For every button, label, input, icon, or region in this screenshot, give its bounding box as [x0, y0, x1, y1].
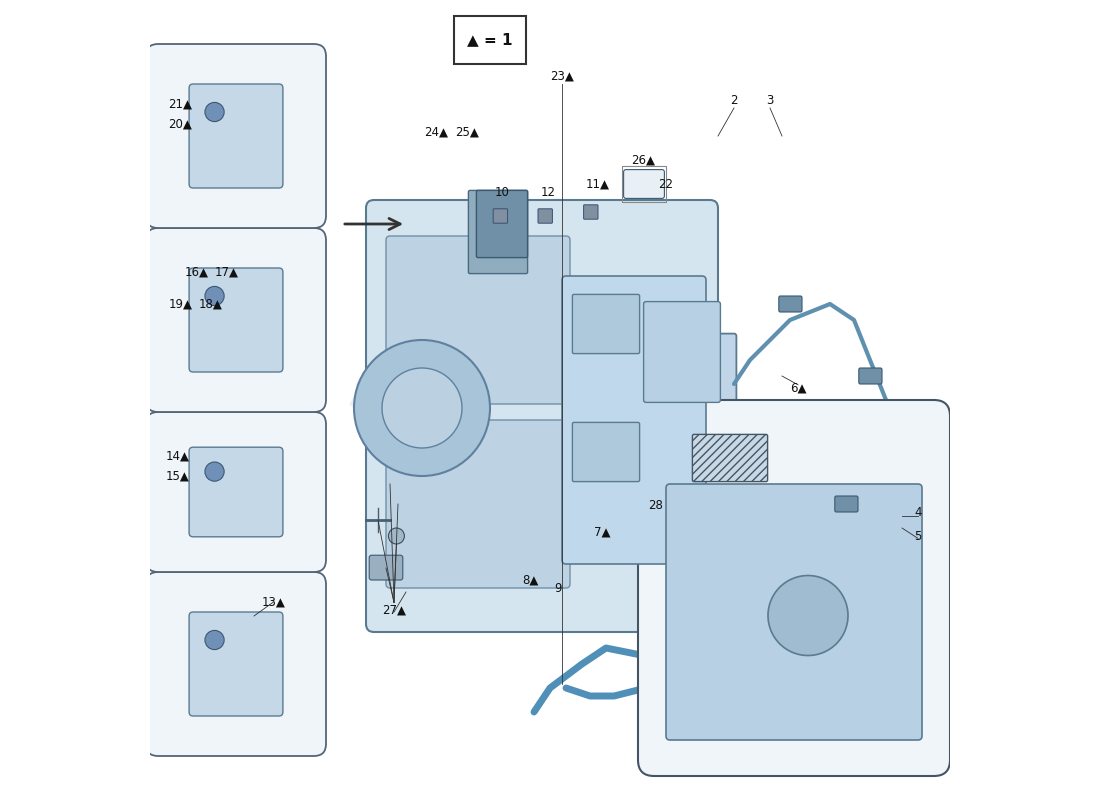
Text: 21▲: 21▲ [168, 98, 192, 110]
FancyBboxPatch shape [572, 422, 639, 482]
FancyBboxPatch shape [644, 302, 721, 402]
Text: 19▲: 19▲ [168, 298, 192, 310]
FancyBboxPatch shape [493, 209, 507, 223]
Bar [621, 166, 665, 202]
Text: 7▲: 7▲ [594, 526, 610, 538]
Circle shape [382, 368, 462, 448]
FancyBboxPatch shape [476, 190, 528, 258]
FancyBboxPatch shape [638, 400, 950, 776]
Text: 17▲: 17▲ [214, 266, 239, 278]
FancyBboxPatch shape [189, 447, 283, 537]
Text: 11▲: 11▲ [586, 178, 611, 190]
Text: 10: 10 [495, 186, 509, 198]
Text: 15▲: 15▲ [166, 470, 190, 482]
FancyBboxPatch shape [859, 368, 882, 384]
FancyBboxPatch shape [666, 484, 922, 740]
FancyBboxPatch shape [370, 555, 403, 580]
Bar [454, 16, 526, 64]
FancyBboxPatch shape [651, 334, 736, 426]
Circle shape [205, 286, 224, 306]
FancyBboxPatch shape [386, 236, 570, 404]
FancyBboxPatch shape [366, 200, 718, 632]
Text: 18▲: 18▲ [199, 298, 222, 310]
Text: 12: 12 [541, 186, 556, 198]
Circle shape [205, 462, 224, 481]
Text: 20▲: 20▲ [168, 118, 192, 130]
FancyBboxPatch shape [189, 84, 283, 188]
FancyBboxPatch shape [146, 572, 326, 756]
Text: ▲ = 1: ▲ = 1 [468, 33, 513, 47]
FancyBboxPatch shape [692, 434, 768, 482]
Text: Europ
a passion
for excellence: Europ a passion for excellence [339, 272, 761, 608]
Circle shape [388, 528, 405, 544]
FancyBboxPatch shape [146, 228, 326, 412]
FancyBboxPatch shape [189, 268, 283, 372]
Circle shape [354, 340, 490, 476]
FancyBboxPatch shape [624, 170, 664, 198]
Text: 16▲: 16▲ [185, 266, 208, 278]
FancyBboxPatch shape [146, 44, 326, 228]
FancyBboxPatch shape [146, 412, 326, 572]
Text: 28: 28 [648, 499, 663, 512]
Text: 27▲: 27▲ [382, 604, 406, 617]
Text: 4: 4 [914, 506, 922, 518]
Text: 25▲: 25▲ [455, 126, 478, 138]
FancyBboxPatch shape [779, 592, 802, 608]
Text: 22: 22 [659, 178, 673, 190]
FancyBboxPatch shape [562, 276, 706, 564]
Text: 9: 9 [554, 582, 562, 594]
Text: 13▲: 13▲ [262, 595, 286, 608]
Text: 14▲: 14▲ [166, 450, 190, 462]
FancyBboxPatch shape [469, 190, 528, 274]
FancyBboxPatch shape [584, 205, 598, 219]
FancyBboxPatch shape [572, 294, 639, 354]
Circle shape [768, 575, 848, 655]
Text: 23▲: 23▲ [550, 70, 574, 82]
Text: 3: 3 [767, 94, 773, 106]
FancyBboxPatch shape [189, 612, 283, 716]
Circle shape [205, 102, 224, 122]
Text: 5: 5 [914, 530, 922, 542]
Text: 24▲: 24▲ [425, 126, 449, 138]
FancyBboxPatch shape [835, 496, 858, 512]
Text: 6▲: 6▲ [790, 382, 806, 394]
Text: 26▲: 26▲ [631, 154, 656, 166]
FancyBboxPatch shape [538, 209, 552, 223]
Text: 2: 2 [730, 94, 738, 106]
Text: 8▲: 8▲ [521, 574, 538, 586]
Circle shape [205, 630, 224, 650]
FancyBboxPatch shape [779, 296, 802, 312]
FancyBboxPatch shape [386, 420, 570, 588]
